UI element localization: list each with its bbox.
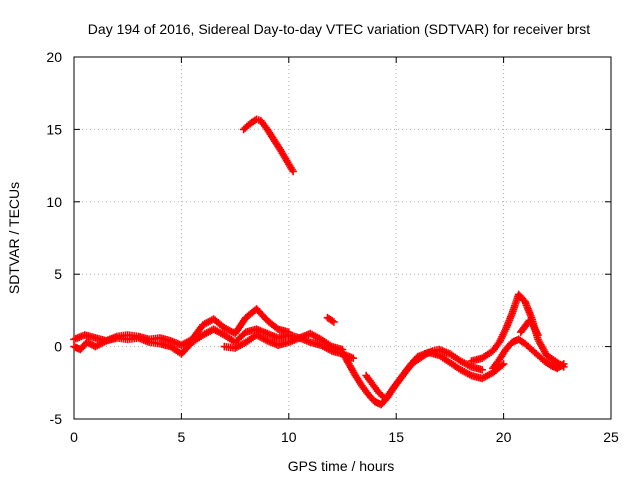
series-arc-dip-a [338,345,486,409]
x-tick-label: 25 [603,429,619,445]
x-tick-label: 5 [178,429,186,445]
series-trace [339,346,485,408]
y-tick-label: -5 [50,411,63,427]
series-arc-late-b [489,335,568,373]
series-arc-low-c [220,329,347,354]
series-trace [71,306,291,349]
series-arc-high [239,115,297,176]
data-layer [70,115,568,409]
x-tick-label: 10 [281,429,297,445]
series-arc-low-b [70,305,293,349]
series-trace [469,292,566,370]
series-arc-late-a [467,290,568,371]
x-tick-label: 15 [388,429,404,445]
x-tick-label: 20 [496,429,512,445]
series-arc-short [323,313,338,326]
grid-layer [74,57,611,419]
y-tick-label: 10 [46,194,62,210]
series-arc-low-a [70,325,358,362]
tick-layer: 0 5 10 15 20 25 -5 0 5 10 15 20 [46,49,619,445]
x-axis-label: GPS time / hours [288,458,395,474]
series-trace [222,330,345,353]
y-axis-label: SDTVAR / TECUs [6,182,22,294]
series-trace [490,336,566,372]
y-tick-label: 5 [54,266,62,282]
y-tick-label: 20 [46,49,62,65]
series-trace [518,318,541,338]
y-tick-label: 0 [54,339,62,355]
series-trace [241,116,296,174]
y-tick-label: 15 [46,121,62,137]
chart-title: Day 194 of 2016, Sidereal Day-to-day VTE… [88,21,590,37]
plot-area-frame [73,56,612,420]
series-trace [325,314,337,325]
series-trace [363,349,506,402]
x-tick-label: 0 [70,429,78,445]
series-arc-dip-b [362,348,508,403]
series-arc-late-c [516,316,542,339]
